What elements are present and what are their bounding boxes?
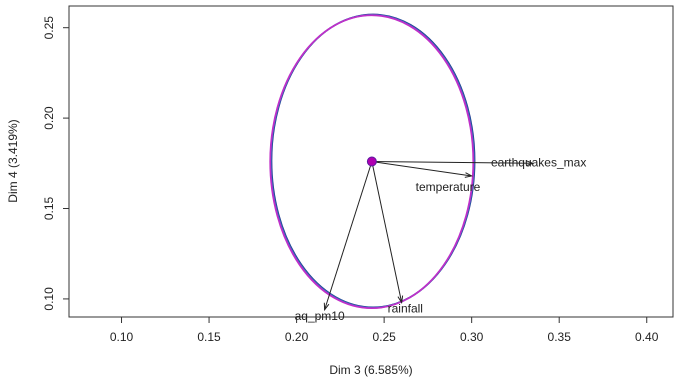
arrowhead — [464, 172, 474, 178]
variable-arrows: earthquakes_max temperature rainfall aq_pm1… — [295, 155, 587, 322]
variable-label: aq_pm10 — [295, 309, 345, 323]
x-tick-label: 0.30 — [460, 330, 484, 344]
confidence-ellipses — [269, 13, 476, 310]
x-axis-title: Dim 3 (6.585%) — [329, 363, 412, 377]
y-axis: 0.10 0.15 0.20 0.25 — [42, 16, 69, 311]
y-tick-label: 0.15 — [42, 197, 56, 221]
confidence-ellipse — [269, 14, 475, 310]
variable-arrow — [324, 161, 373, 310]
y-tick-label: 0.25 — [42, 16, 56, 40]
arrowhead — [323, 302, 330, 312]
x-tick-label: 0.40 — [635, 330, 659, 344]
variable-label: earthquakes_max — [491, 155, 586, 169]
variable-arrow — [371, 161, 533, 164]
variable-arrow — [371, 161, 472, 177]
x-tick-label: 0.25 — [372, 330, 396, 344]
y-tick-label: 0.10 — [42, 287, 56, 311]
x-tick-label: 0.35 — [548, 330, 572, 344]
y-tick-label: 0.20 — [42, 106, 56, 130]
center-point — [366, 156, 377, 167]
arrowhead — [526, 160, 535, 167]
x-tick-label: 0.15 — [197, 330, 221, 344]
variable-label: rainfall — [388, 302, 423, 316]
x-tick-label: 0.20 — [285, 330, 309, 344]
y-axis-title: Dim 4 (3.419%) — [6, 119, 20, 202]
x-tick-label: 0.10 — [110, 330, 134, 344]
variable-label: temperature — [416, 180, 481, 194]
x-axis: 0.10 0.15 0.20 0.25 0.30 0.35 0.40 — [110, 317, 659, 344]
variable-arrow — [371, 161, 403, 303]
plot-frame — [68, 5, 674, 318]
arrowhead — [397, 295, 404, 304]
